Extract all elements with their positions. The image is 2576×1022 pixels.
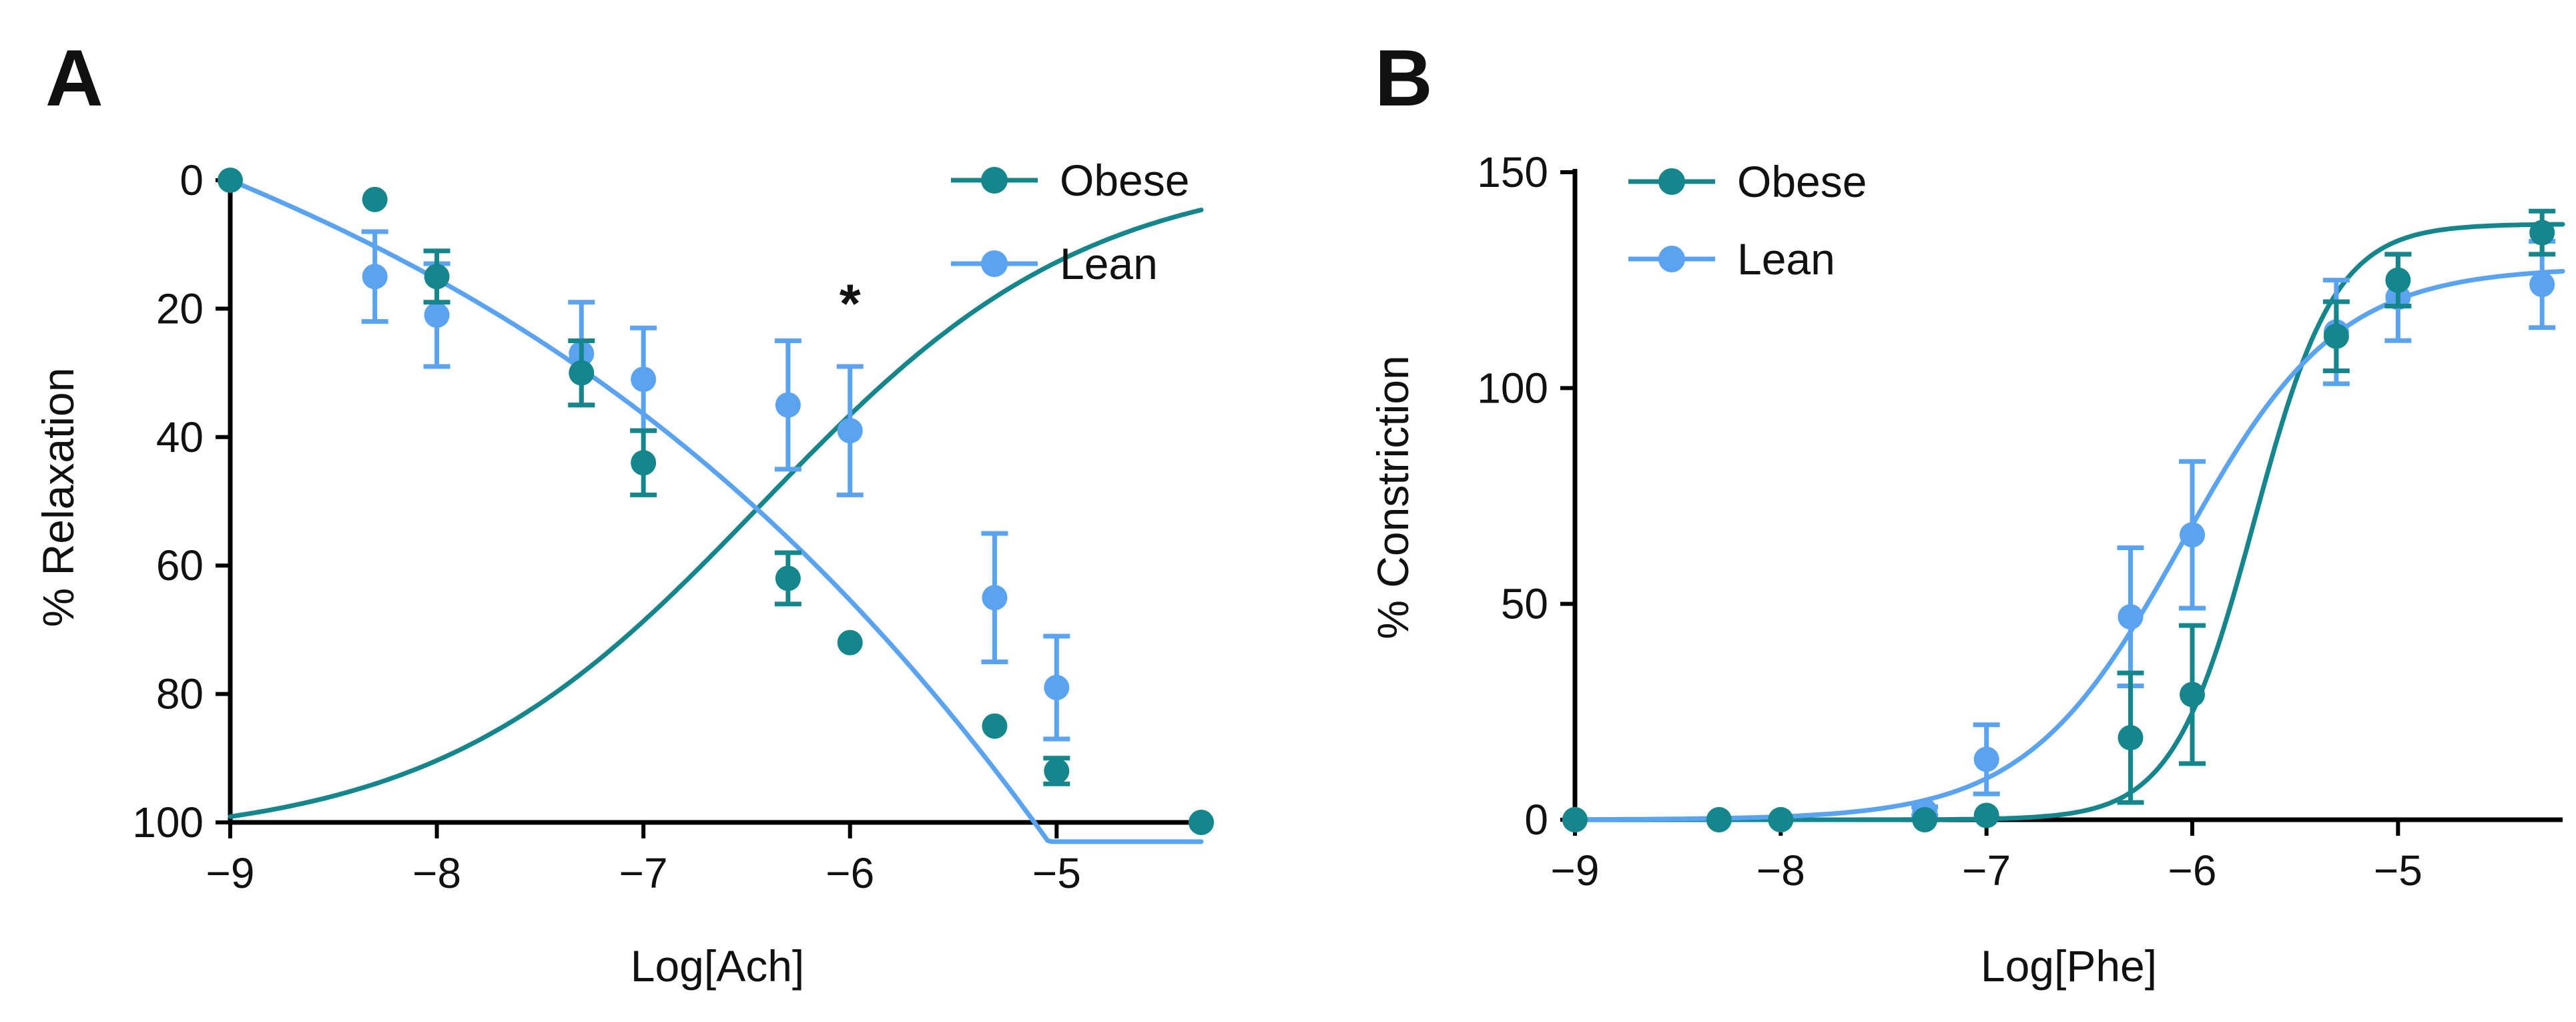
panel-a-obese-point (569, 360, 595, 386)
panel-a-y-tick-label: 40 (156, 413, 204, 461)
panel-a-lean-point (424, 302, 450, 328)
panel-b-lean-point (2180, 522, 2205, 548)
panel-b-obese-point (1706, 807, 1732, 832)
panel-b-legend-obese-marker (1658, 168, 1685, 195)
panel-a: A 0 20 40 60 80 100−9 −8 −7 −6 −5 Log[Ach] % Rela… (33, 33, 1214, 991)
panel-b-lean-fit-curve (1572, 268, 2565, 822)
panel-a-lean-point (631, 366, 657, 393)
panel-a-obese-point (362, 186, 388, 212)
panel-a-lean-point (1044, 674, 1070, 700)
panel-b-y-tick-label: 0 (1524, 796, 1548, 844)
panel-b-y-tick-label: 50 (1501, 580, 1548, 628)
panel-b-y-tick-label: 100 (1477, 364, 1548, 412)
panel-a-legend-lean-marker (981, 250, 1008, 277)
panel-b-letter: B (1375, 33, 1433, 123)
panel-a-obese-point (424, 264, 450, 290)
panel-a-obese-point (1044, 758, 1070, 784)
panel-a-legend: Obese Lean (951, 156, 1189, 288)
panel-a-obese-point (218, 168, 243, 193)
panel-a-y-tick-label: 20 (156, 284, 204, 332)
panel-b-x-tick-label: −8 (1756, 846, 1805, 895)
panel-b-obese-point (2118, 725, 2144, 751)
panel-a-lean-point (982, 585, 1008, 611)
panel-a-lean-point (362, 264, 388, 290)
panel-b-x-tick-label: −5 (2374, 846, 2423, 895)
panel-b-legend: Obese Lean (1628, 157, 1867, 284)
panel-a-x-tick-label: −7 (619, 849, 668, 897)
panel-a-significance-asterisk: * (840, 274, 861, 334)
panel-a-x-tick-label: −6 (826, 849, 874, 897)
panel-a-obese-point (837, 629, 863, 656)
panel-b-obese-point (2529, 220, 2555, 246)
panel-b-obese-fit-curve (1572, 222, 2565, 822)
panel-a-y-axis-title: % Relaxation (33, 368, 83, 627)
panel-b-obese-point (2180, 682, 2205, 708)
panel-a-x-tick-label: −8 (412, 849, 461, 897)
panel-b-legend-lean-label: Lean (1737, 234, 1835, 284)
panel-b-x-tick-label: −6 (2168, 846, 2217, 895)
panel-a-lean-fit-curve (228, 178, 1204, 844)
panel-a-y-tick-label: 80 (156, 670, 204, 718)
panel-b: B 0 50 100 150 −9 −8 −7 −6 −5 Log[Phe] % Constri… (1368, 33, 2565, 991)
panel-b-lean-point (2118, 604, 2144, 630)
panel-b-obese-point (2385, 267, 2411, 293)
panel-b-obese-point (2323, 323, 2349, 349)
panel-b-obese-point (1912, 807, 1938, 832)
panel-b-obese-point (1562, 807, 1588, 832)
panel-b-plot: 0 50 100 150 −9 −8 −7 −6 −5 (1477, 148, 2565, 895)
panel-b-y-axis-title: % Constriction (1368, 355, 1417, 640)
panel-a-obese-point (631, 450, 657, 476)
panel-a-obese-point (775, 565, 801, 591)
panel-a-lean-point (837, 418, 863, 444)
panel-a-legend-obese-marker (981, 167, 1008, 194)
panel-a-x-tick-label: −9 (206, 849, 255, 897)
panel-b-obese-point (1973, 802, 1999, 828)
panel-a-legend-obese-label: Obese (1060, 156, 1189, 205)
panel-a-y-tick-label: 60 (156, 541, 204, 589)
panel-a-lean-point (775, 392, 801, 418)
panel-a-letter: A (45, 33, 103, 123)
panel-a-obese-fit-curve (228, 208, 1204, 819)
panel-a-plot: 0 20 40 60 80 100−9 −8 −7 −6 −5 (132, 156, 1214, 897)
panel-a-obese-point (1189, 810, 1214, 835)
panel-b-lean-point (2529, 272, 2555, 298)
panel-b-x-tick-label: −7 (1962, 846, 2011, 895)
panel-b-legend-obese-label: Obese (1737, 157, 1867, 206)
panel-a-obese-point (982, 713, 1008, 739)
panel-a-y-tick-label: 0 (180, 156, 204, 204)
panel-b-x-axis-title: Log[Phe] (1981, 941, 2157, 991)
panel-b-legend-lean-marker (1658, 246, 1685, 272)
panel-b-lean-point (1973, 746, 1999, 772)
panel-a-legend-lean-label: Lean (1060, 239, 1158, 288)
panel-a-x-axis-title: Log[Ach] (631, 941, 805, 991)
panel-b-x-tick-label: −9 (1551, 846, 1600, 895)
panel-a-x-tick-label: −5 (1032, 849, 1081, 897)
panel-b-y-tick-label: 150 (1477, 148, 1548, 196)
panel-a-y-tick-label: 100 (132, 798, 204, 846)
panel-b-obese-point (1768, 807, 1794, 832)
